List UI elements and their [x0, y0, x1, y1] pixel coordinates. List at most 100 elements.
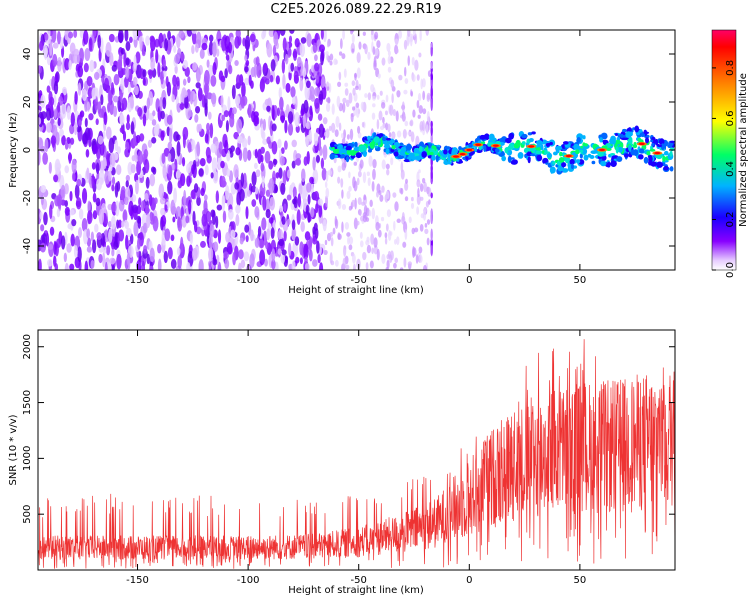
noise-blob [285, 82, 291, 93]
noise-blob [308, 249, 313, 262]
noise-blob [289, 30, 295, 34]
noise-blob [353, 263, 356, 270]
noise-blob [151, 119, 157, 126]
noise-blob [362, 171, 367, 184]
noise-blob [307, 211, 311, 224]
noise-blob [322, 219, 327, 232]
noise-blob [367, 51, 371, 60]
noise-blob [81, 187, 88, 204]
noise-blob [313, 134, 318, 147]
noise-blob [153, 124, 160, 137]
noise-blob [78, 227, 83, 239]
noise-blob [195, 67, 201, 83]
noise-blob [119, 114, 125, 126]
noise-blob [342, 257, 347, 270]
noise-blob [92, 30, 97, 38]
noise-blob [176, 141, 181, 157]
streak-blob [430, 192, 433, 199]
noise-blob [125, 41, 131, 52]
signal-blob [517, 152, 524, 159]
noise-blob [232, 107, 237, 115]
signal-blob [521, 141, 526, 145]
signal-blob [639, 129, 643, 133]
noise-blob [133, 131, 137, 147]
noise-blob [363, 194, 367, 201]
noise-blob [386, 42, 391, 52]
noise-blob [183, 189, 187, 206]
noise-blob [76, 54, 81, 64]
noise-blob [400, 161, 404, 173]
noise-blob [380, 101, 386, 109]
signal-blob [488, 133, 495, 141]
noise-blob [416, 179, 421, 188]
noise-blob [163, 250, 168, 264]
spectrogram-xlabel: Height of straight line (km) [288, 285, 424, 296]
noise-blob [423, 181, 427, 193]
noise-blob [389, 254, 393, 263]
noise-blob [178, 30, 185, 39]
noise-blob [203, 69, 210, 86]
noise-blob [225, 120, 229, 133]
noise-blob [66, 243, 72, 253]
noise-blob [75, 197, 82, 210]
noise-blob [413, 227, 419, 233]
noise-blob [426, 237, 430, 246]
noise-blob [184, 66, 190, 78]
noise-blob [365, 262, 369, 270]
noise-blob [142, 113, 147, 127]
noise-blob [126, 114, 130, 124]
noise-blob [38, 150, 41, 166]
noise-blob [251, 199, 257, 207]
noise-blob [334, 215, 338, 227]
signal-blob [358, 145, 366, 153]
noise-blob [338, 71, 342, 81]
noise-blob [123, 76, 129, 88]
signal-blob [342, 154, 346, 158]
noise-blob [306, 33, 312, 48]
noise-blob [300, 108, 305, 117]
signal-blob [625, 131, 632, 139]
noise-blob [367, 92, 372, 101]
noise-blob [122, 130, 127, 142]
signal-blob [662, 155, 666, 162]
noise-blob [171, 94, 176, 103]
noise-blob [71, 172, 76, 182]
noise-blob [302, 114, 306, 129]
noise-blob [351, 106, 356, 111]
noise-blob [271, 104, 275, 120]
signal-blob [515, 139, 521, 147]
noise-blob [88, 136, 92, 148]
noise-blob [111, 176, 116, 186]
noise-blob [337, 176, 341, 184]
signal-peak [492, 144, 499, 147]
noise-blob [210, 92, 217, 105]
noise-blob [284, 53, 289, 65]
noise-blob [310, 206, 315, 218]
noise-blob [73, 244, 78, 258]
noise-blob [40, 111, 47, 120]
noise-blob [170, 199, 176, 215]
noise-blob [170, 234, 175, 242]
noise-blob [164, 204, 168, 212]
noise-blob [81, 132, 88, 145]
noise-blob [220, 160, 225, 169]
noise-blob [177, 180, 183, 189]
noise-blob [376, 119, 380, 130]
noise-blob [218, 141, 223, 154]
noise-blob [92, 210, 98, 220]
noise-blob [234, 36, 240, 49]
noise-blob [107, 102, 111, 113]
noise-blob [396, 218, 401, 224]
noise-blob [109, 257, 116, 265]
noise-blob [389, 104, 394, 116]
noise-blob [281, 249, 287, 256]
noise-blob [57, 101, 61, 113]
noise-blob [227, 208, 234, 220]
noise-blob [230, 221, 236, 233]
noise-blob [69, 263, 75, 270]
noise-blob [264, 78, 270, 85]
noise-blob [152, 167, 157, 175]
noise-blob [120, 77, 125, 94]
noise-blob [204, 164, 209, 176]
noise-blob [51, 30, 57, 43]
